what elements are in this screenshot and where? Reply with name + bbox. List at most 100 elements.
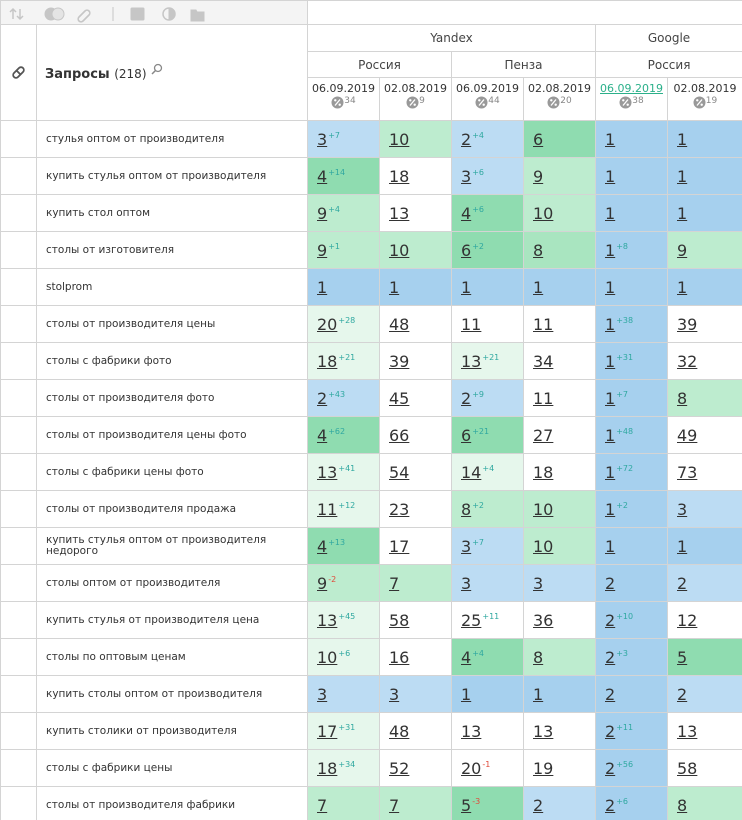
position[interactable]: 8 <box>677 388 688 408</box>
position[interactable]: 2 <box>605 647 616 667</box>
position[interactable]: 2 <box>461 129 472 149</box>
position[interactable]: 10 <box>533 203 554 223</box>
position[interactable]: 19 <box>533 758 554 778</box>
date[interactable]: 06.09.2019 <box>312 82 375 95</box>
position[interactable]: 17 <box>389 536 410 556</box>
search-icon[interactable] <box>151 63 163 75</box>
position[interactable]: 13 <box>317 462 338 482</box>
position[interactable]: 36 <box>533 610 554 630</box>
export-icon[interactable] <box>130 7 145 20</box>
position[interactable]: 2 <box>533 795 544 815</box>
query-title[interactable]: Запросы <box>45 67 110 82</box>
position[interactable]: 3 <box>389 684 400 704</box>
position[interactable]: 1 <box>605 166 616 186</box>
position[interactable]: 13 <box>317 610 338 630</box>
position[interactable]: 18 <box>533 462 554 482</box>
position[interactable]: 9 <box>317 203 328 223</box>
position[interactable]: 11 <box>533 388 554 408</box>
position[interactable]: 58 <box>389 610 410 630</box>
position[interactable]: 1 <box>533 684 544 704</box>
position[interactable]: 1 <box>605 203 616 223</box>
position[interactable]: 1 <box>461 277 472 297</box>
position[interactable]: 13 <box>461 721 482 741</box>
position[interactable]: 7 <box>389 573 400 593</box>
position[interactable]: 3 <box>317 684 328 704</box>
link-icon[interactable] <box>77 8 91 23</box>
position[interactable]: 1 <box>317 277 328 297</box>
position[interactable]: 13 <box>461 351 482 371</box>
position[interactable]: 39 <box>389 351 410 371</box>
position[interactable]: 8 <box>533 647 544 667</box>
position[interactable]: 6 <box>533 129 544 149</box>
position[interactable]: 45 <box>389 388 410 408</box>
position[interactable]: 1 <box>677 129 688 149</box>
position[interactable]: 66 <box>389 425 410 445</box>
date[interactable]: 06.09.2019 <box>600 82 663 95</box>
position[interactable]: 9 <box>317 573 328 593</box>
position[interactable]: 9 <box>317 240 328 260</box>
position[interactable]: 25 <box>461 610 482 630</box>
position[interactable]: 11 <box>533 314 554 334</box>
position[interactable]: 34 <box>533 351 554 371</box>
position[interactable]: 1 <box>605 277 616 297</box>
position[interactable]: 18 <box>317 351 338 371</box>
position[interactable]: 2 <box>677 573 688 593</box>
position[interactable]: 13 <box>533 721 554 741</box>
position[interactable]: 2 <box>605 573 616 593</box>
position[interactable]: 2 <box>677 684 688 704</box>
position[interactable]: 10 <box>389 240 410 260</box>
position[interactable]: 4 <box>461 203 472 223</box>
position[interactable]: 1 <box>461 684 472 704</box>
position[interactable]: 4 <box>317 425 328 445</box>
position[interactable]: 1 <box>533 277 544 297</box>
position[interactable]: 27 <box>533 425 554 445</box>
position[interactable]: 58 <box>677 758 698 778</box>
date[interactable]: 06.09.2019 <box>456 82 519 95</box>
position[interactable]: 2 <box>605 610 616 630</box>
position[interactable]: 73 <box>677 462 698 482</box>
position[interactable]: 7 <box>389 795 400 815</box>
position[interactable]: 1 <box>605 388 616 408</box>
position[interactable]: 9 <box>677 240 688 260</box>
position[interactable]: 2 <box>605 795 616 815</box>
position[interactable]: 18 <box>317 758 338 778</box>
position[interactable]: 18 <box>389 166 410 186</box>
position[interactable]: 1 <box>605 425 616 445</box>
position[interactable]: 7 <box>317 795 328 815</box>
position[interactable]: 11 <box>461 314 482 334</box>
position[interactable]: 32 <box>677 351 698 371</box>
position[interactable]: 48 <box>389 314 410 334</box>
position[interactable]: 2 <box>605 684 616 704</box>
position[interactable]: 6 <box>461 240 472 260</box>
position[interactable]: 4 <box>461 647 472 667</box>
position[interactable]: 1 <box>677 166 688 186</box>
position[interactable]: 1 <box>677 277 688 297</box>
position[interactable]: 11 <box>317 499 338 519</box>
position[interactable]: 3 <box>317 129 328 149</box>
position[interactable]: 1 <box>605 499 616 519</box>
date[interactable]: 02.08.2019 <box>673 82 737 95</box>
date[interactable]: 02.08.2019 <box>528 82 591 95</box>
position[interactable]: 49 <box>677 425 698 445</box>
position[interactable]: 3 <box>461 166 472 186</box>
position[interactable]: 4 <box>317 536 328 556</box>
position[interactable]: 1 <box>677 536 688 556</box>
position[interactable]: 8 <box>461 499 472 519</box>
position[interactable]: 8 <box>677 795 688 815</box>
position[interactable]: 10 <box>317 647 338 667</box>
position[interactable]: 3 <box>677 499 688 519</box>
position[interactable]: 6 <box>461 425 472 445</box>
position[interactable]: 14 <box>461 462 482 482</box>
position[interactable]: 20 <box>461 758 482 778</box>
position[interactable]: 10 <box>533 536 554 556</box>
position[interactable]: 1 <box>605 462 616 482</box>
position[interactable]: 2 <box>317 388 328 408</box>
position[interactable]: 17 <box>317 721 338 741</box>
date[interactable]: 02.08.2019 <box>384 82 447 95</box>
position[interactable]: 20 <box>317 314 338 334</box>
position[interactable]: 5 <box>461 795 472 815</box>
position[interactable]: 3 <box>461 573 472 593</box>
link-header-icon[interactable] <box>11 63 27 79</box>
position[interactable]: 1 <box>605 240 616 260</box>
position[interactable]: 48 <box>389 721 410 741</box>
